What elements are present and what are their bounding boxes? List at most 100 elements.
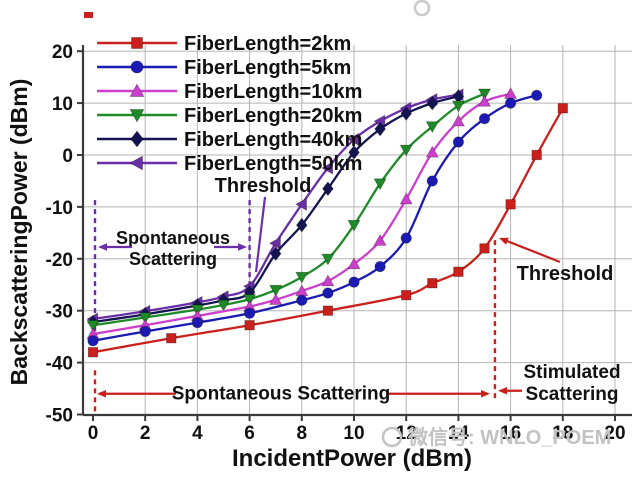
legend-label: FiberLength=50km (184, 153, 362, 175)
series-marker-20km (86, 320, 100, 332)
legend-marker (129, 83, 145, 97)
series-marker-10km (321, 274, 335, 287)
y-tick-label: -30 (46, 302, 73, 323)
stimulated-label-line1: Stimulated (523, 362, 620, 383)
series-marker-50km (347, 132, 360, 146)
series-marker-5km (374, 260, 386, 273)
series-marker-20km (243, 294, 257, 306)
y-tick-label: -40 (46, 354, 73, 375)
series-marker-5km (452, 136, 465, 148)
y-tick-label: -20 (46, 250, 73, 271)
threshold-right-arrowhead (499, 237, 509, 245)
series-marker-10km (504, 87, 518, 99)
spontaneous-bottom-label: Spontaneous Scattering (172, 384, 391, 405)
legend-marker (130, 60, 144, 74)
series-marker-2km (531, 149, 542, 161)
series-marker-5km (504, 97, 517, 109)
series-marker-2km (401, 289, 412, 301)
series-marker-5km (243, 307, 256, 319)
series-marker-5km (348, 276, 360, 288)
spontaneous-bottom-right-arrowhead (481, 389, 490, 398)
x-tick-label: 2 (140, 423, 151, 444)
series-marker-5km (426, 175, 438, 187)
legend-label: FiberLength=40km (184, 129, 362, 151)
series-marker-20km (269, 284, 283, 297)
series-marker-2km (87, 347, 99, 358)
series-marker-40km (269, 246, 282, 262)
x-tick-label: 18 (552, 423, 573, 444)
x-tick-label: 0 (88, 423, 99, 444)
series-marker-2km (557, 103, 568, 114)
top-left-red-artifact (84, 12, 93, 18)
x-tick-label: 16 (500, 423, 521, 444)
x-tick-label: 4 (192, 423, 203, 444)
series-marker-40km (348, 144, 360, 160)
series-marker-5km (478, 113, 491, 125)
x-tick-label: 10 (343, 423, 364, 444)
stimulated-arrowhead (498, 386, 507, 395)
series-marker-50km (295, 197, 307, 211)
series-marker-5km (139, 325, 151, 338)
spontaneous-left-label-line2: Scattering (129, 249, 217, 269)
threshold-top-pointer-line (254, 196, 267, 273)
y-tick-label: -50 (46, 406, 73, 427)
series-marker-10km (373, 233, 387, 246)
series-marker-20km (451, 100, 465, 113)
series-marker-20km (216, 299, 231, 312)
x-axis-title: IncidentPower (dBm) (232, 445, 472, 472)
series-marker-10km (269, 293, 283, 305)
series-marker-40km (374, 121, 386, 137)
series-marker-10km (347, 257, 361, 270)
threshold-right-label: Threshold (517, 263, 614, 285)
series-marker-5km (400, 232, 412, 244)
series-marker-2km (427, 278, 438, 289)
series-marker-2km (505, 199, 516, 210)
series-marker-40km (400, 106, 413, 121)
x-tick-label: 8 (297, 423, 308, 444)
threshold-right-pointer-line (501, 237, 561, 264)
legend-marker (131, 37, 143, 49)
spontaneous-right-arrowhead (238, 243, 247, 251)
series-marker-20km (295, 271, 309, 284)
series-marker-2km (244, 320, 255, 331)
stimulated-label-line2: Scattering (526, 384, 619, 405)
legend-marker (130, 130, 144, 148)
x-tick-label: 20 (604, 423, 625, 444)
spontaneous-left-label-line1: Spontaneous (116, 228, 230, 248)
legend-label: FiberLength=10km (184, 81, 362, 103)
top-logo-ring-artifact (413, 0, 431, 17)
series-marker-5km (87, 335, 99, 347)
series-marker-2km (166, 333, 177, 344)
watermark-text: 微信号: WNLO_POEM (407, 425, 611, 449)
y-tick-label: 20 (52, 42, 73, 63)
watermark-logo-ring (381, 426, 403, 448)
series-marker-20km (321, 253, 335, 266)
series-marker-20km (425, 121, 439, 134)
legend-label: FiberLength=2km (184, 33, 351, 55)
series-marker-5km (191, 317, 204, 329)
y-tick-label: -10 (46, 198, 73, 219)
legend-marker (129, 109, 145, 123)
x-tick-label: 6 (244, 423, 255, 444)
series-marker-20km (477, 88, 492, 101)
spontaneous-bottom-left-arrowhead (97, 389, 106, 398)
series-marker-40km (322, 181, 334, 197)
series-marker-50km (321, 161, 334, 175)
series-marker-2km (453, 266, 464, 277)
legend-marker (129, 155, 143, 171)
spontaneous-left-arrowhead (98, 243, 107, 251)
x-tick-label: 14 (448, 423, 470, 444)
threshold-top-label: Threshold (215, 175, 312, 197)
series-marker-10km (477, 94, 492, 107)
y-axis-title: BackscatteringPower (dBm) (6, 79, 32, 386)
series-marker-20km (399, 144, 413, 157)
legend-label: FiberLength=5km (184, 57, 351, 79)
y-tick-label: 10 (52, 94, 73, 115)
series-marker-10km (451, 114, 465, 127)
series-marker-40km (295, 217, 308, 233)
series-marker-10km (399, 192, 413, 205)
series-marker-20km (373, 178, 387, 191)
series-marker-10km (425, 145, 439, 158)
y-tick-label: 0 (62, 146, 73, 167)
